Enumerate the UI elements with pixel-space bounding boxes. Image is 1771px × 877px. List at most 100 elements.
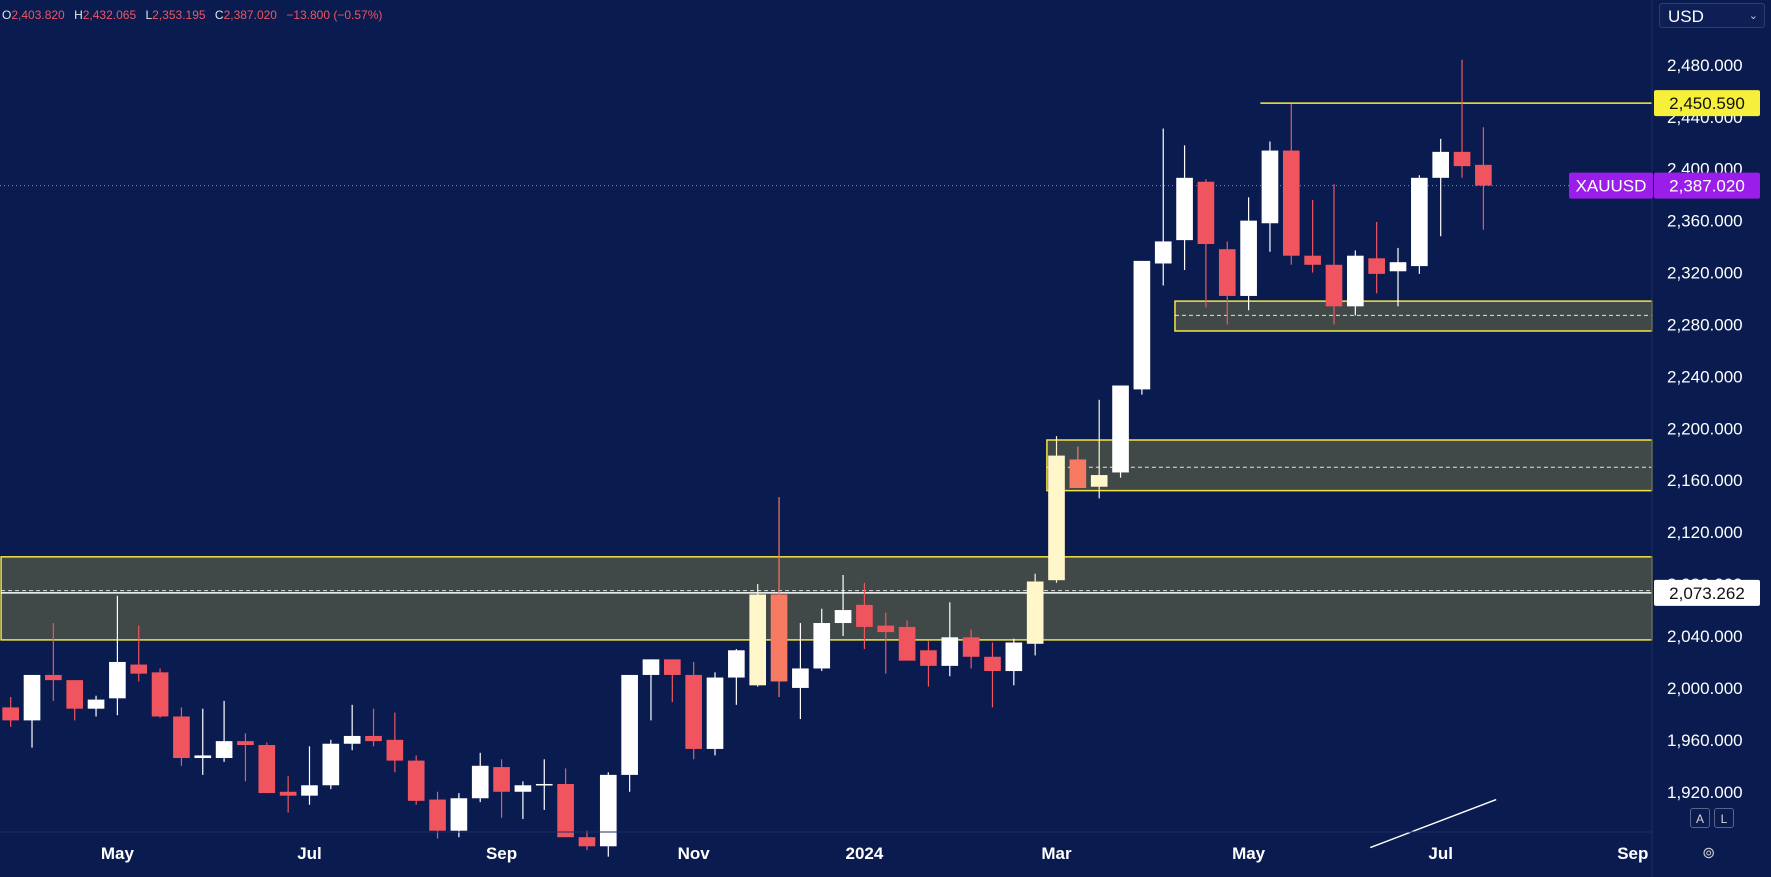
- candle-body: [920, 650, 937, 666]
- log-scale-button[interactable]: L: [1714, 808, 1734, 828]
- candle-body: [599, 774, 617, 847]
- candle-body: [984, 656, 1001, 672]
- candle-body: [1112, 385, 1129, 473]
- current-price-tag: [1654, 172, 1760, 199]
- x-tick-label: Mar: [1041, 844, 1072, 863]
- support-zone: [1174, 300, 1653, 332]
- candle-body: [45, 674, 62, 681]
- low-value: 2,353.195: [152, 8, 206, 22]
- low-label: L: [145, 8, 153, 22]
- candle-body: [1432, 151, 1450, 178]
- level-price-tag: [1654, 579, 1760, 606]
- candle-body: [493, 767, 510, 792]
- y-tick-label: 2,000.000: [1667, 679, 1743, 698]
- candle-body: [728, 650, 745, 678]
- candle-body: [1005, 642, 1023, 672]
- currency-select[interactable]: USD ⌄: [1659, 3, 1765, 28]
- candle-body: [386, 739, 404, 761]
- candle-body: [962, 637, 980, 657]
- candle-body: [621, 674, 638, 775]
- candle-body: [578, 837, 596, 847]
- candle-body: [151, 672, 169, 717]
- levels-layer: [0, 102, 1652, 594]
- candle-body: [1325, 264, 1343, 307]
- candle-body: [792, 668, 809, 688]
- candle-body: [1090, 475, 1108, 487]
- candle-body: [301, 785, 318, 796]
- candle-body: [898, 626, 916, 661]
- candle-body: [749, 594, 767, 686]
- candle-body: [2, 707, 19, 721]
- candle-body: [535, 783, 553, 786]
- candle-body: [1218, 249, 1236, 296]
- currency-value: USD: [1668, 7, 1704, 26]
- support-zone: [1046, 439, 1653, 492]
- change-value: −13.800 (−0.57%): [286, 8, 383, 22]
- candle-body: [109, 661, 126, 699]
- candle-body: [1368, 258, 1385, 274]
- y-tick-label: 1,920.000: [1667, 783, 1743, 802]
- candle-body: [941, 637, 959, 666]
- trend-line: [1370, 798, 1497, 849]
- candle-body: [1389, 262, 1407, 272]
- price-axis: 1,920.0001,960.0002,000.0002,040.0002,08…: [1667, 4, 1743, 802]
- x-tick-label: May: [101, 844, 135, 863]
- candle-body: [1475, 164, 1492, 186]
- candle-body: [258, 745, 276, 794]
- symbol-text: XAUUSD: [1576, 177, 1647, 196]
- y-tick-label: 2,360.000: [1667, 212, 1743, 231]
- candle-body: [343, 735, 361, 744]
- x-tick-label: Jul: [297, 844, 322, 863]
- candle-body: [471, 765, 489, 799]
- y-tick-label: 2,120.000: [1667, 523, 1743, 542]
- candle-body: [237, 741, 254, 746]
- y-tick-label: 2,160.000: [1667, 471, 1743, 490]
- candle-body: [557, 783, 574, 838]
- chevron-down-icon: ⌄: [1748, 10, 1758, 22]
- y-tick-label: 2,280.000: [1667, 315, 1743, 334]
- auto-scale-button[interactable]: A: [1690, 808, 1710, 828]
- ohlc-legend: O2,403.820 H2,432.065 L2,353.195 C2,387.…: [2, 8, 388, 22]
- symbol-tag: [1569, 172, 1653, 199]
- candle-body: [642, 659, 660, 675]
- y-tick-label: 2,320.000: [1667, 264, 1743, 283]
- candle-body: [173, 716, 190, 759]
- candle-body: [279, 791, 297, 796]
- candle-body: [1346, 255, 1364, 307]
- candle-body: [1411, 177, 1428, 267]
- open-value: 2,403.820: [11, 8, 65, 22]
- candle-body: [514, 785, 532, 792]
- candle-body: [1304, 255, 1321, 265]
- candle-body: [685, 674, 702, 749]
- candle-body: [365, 735, 382, 742]
- candle-body: [813, 623, 831, 669]
- y-tick-label: 1,960.000: [1667, 731, 1743, 750]
- settings-icon[interactable]: ⊚: [1702, 845, 1716, 862]
- x-tick-label: Sep: [1617, 844, 1648, 863]
- y-tick-label: 2,200.000: [1667, 419, 1743, 438]
- x-tick-label: Nov: [678, 844, 711, 863]
- price-labels: 2,450.590 2,073.262 XAUUSD 2,387.020: [1569, 90, 1760, 606]
- candle-body: [1026, 581, 1044, 644]
- close-value: 2,387.020: [223, 8, 277, 22]
- candle-body: [450, 798, 468, 831]
- high-label: H: [74, 8, 83, 22]
- candle-body: [66, 680, 84, 709]
- level-price-tag: [1654, 90, 1760, 117]
- candle-body: [429, 799, 446, 831]
- candles-layer: [2, 59, 1492, 857]
- candle-body: [1176, 177, 1193, 241]
- candle-body: [1069, 459, 1087, 489]
- candle-body: [877, 625, 895, 633]
- x-tick-label: May: [1232, 844, 1266, 863]
- candle-body: [856, 604, 873, 627]
- level-price-text: 2,450.590: [1669, 94, 1745, 113]
- candle-body: [215, 741, 233, 759]
- candle-body: [130, 664, 148, 674]
- candle-body: [1453, 151, 1471, 167]
- candle-body: [322, 743, 340, 786]
- candle-body: [1240, 220, 1257, 296]
- x-tick-label: Jul: [1428, 844, 1453, 863]
- close-label: C: [214, 8, 224, 22]
